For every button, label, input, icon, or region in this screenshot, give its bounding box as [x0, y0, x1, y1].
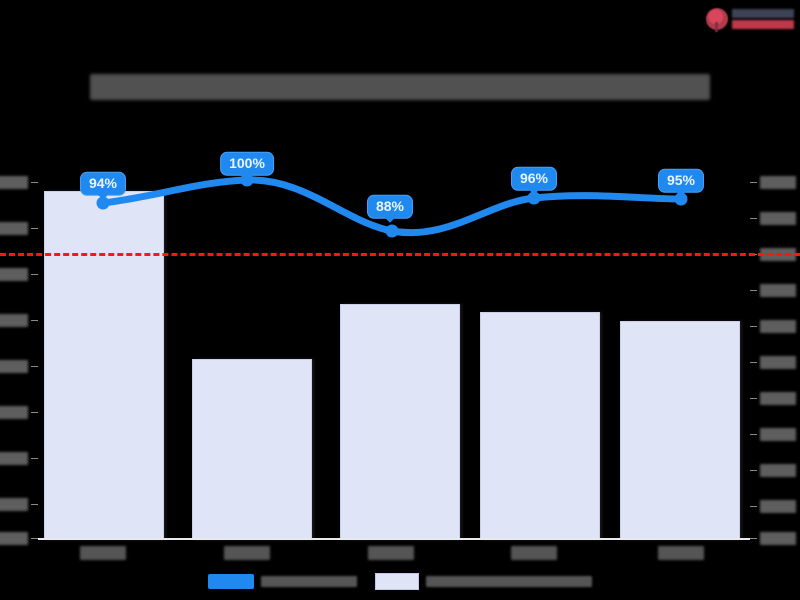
brand-wordmark-line-1 — [732, 9, 794, 18]
chart-title — [0, 74, 800, 100]
legend-item-line[interactable] — [208, 574, 357, 589]
target-reference-line — [0, 253, 800, 256]
legend-label-line — [261, 576, 357, 587]
legend-swatch-line — [208, 574, 254, 589]
chart-legend — [0, 573, 800, 590]
brand-wordmark — [732, 9, 794, 29]
brand-logo — [706, 4, 796, 34]
data-label-3: 88% — [366, 194, 414, 220]
chart-title-text — [90, 74, 710, 100]
data-label-1: 94% — [79, 171, 127, 197]
bar-4[interactable] — [480, 312, 600, 540]
data-label-2: 100% — [220, 151, 274, 177]
plot-area — [0, 176, 800, 545]
x-axis-label-5 — [658, 546, 704, 560]
data-label-4: 96% — [510, 166, 558, 192]
x-axis-label-1 — [80, 546, 126, 560]
axis-baseline — [38, 538, 750, 540]
x-axis-label-2 — [224, 546, 270, 560]
data-label-5: 95% — [657, 168, 705, 194]
x-axis-label-3 — [368, 546, 414, 560]
legend-label-bar — [426, 576, 592, 587]
bar-5[interactable] — [620, 321, 740, 540]
legend-item-bar[interactable] — [375, 573, 592, 590]
legend-swatch-bar — [375, 573, 419, 590]
bar-3[interactable] — [340, 304, 460, 540]
brand-mark-icon — [706, 8, 728, 32]
x-axis-label-4 — [511, 546, 557, 560]
brand-wordmark-line-2 — [732, 20, 794, 29]
bar-1[interactable] — [44, 191, 164, 540]
bar-2[interactable] — [192, 359, 312, 540]
